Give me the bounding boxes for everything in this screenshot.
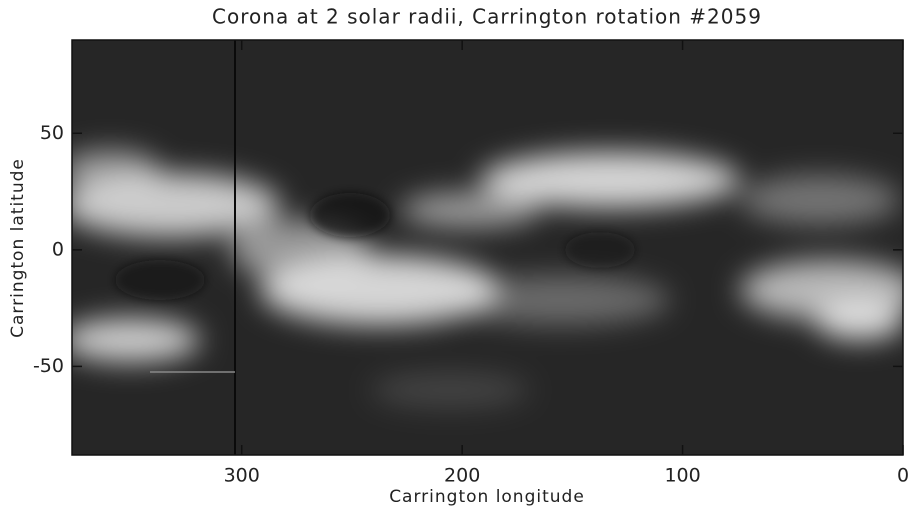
corona-image — [72, 40, 903, 455]
plot-frame — [71, 39, 904, 456]
y-axis-label: Carrington latitude — [8, 158, 28, 338]
x-tick-label: 100 — [664, 465, 700, 487]
x-tick-label: 300 — [224, 465, 260, 487]
x-tick-label: 0 — [897, 465, 909, 487]
y-tick-label: 50 — [40, 122, 64, 144]
x-axis-label: Carrington longitude — [389, 487, 585, 507]
chart-title: Corona at 2 solar radii, Carrington rota… — [212, 5, 762, 29]
x-tick-label: 200 — [444, 465, 480, 487]
y-tick-label: 0 — [52, 238, 64, 260]
y-tick-label: -50 — [33, 355, 64, 377]
